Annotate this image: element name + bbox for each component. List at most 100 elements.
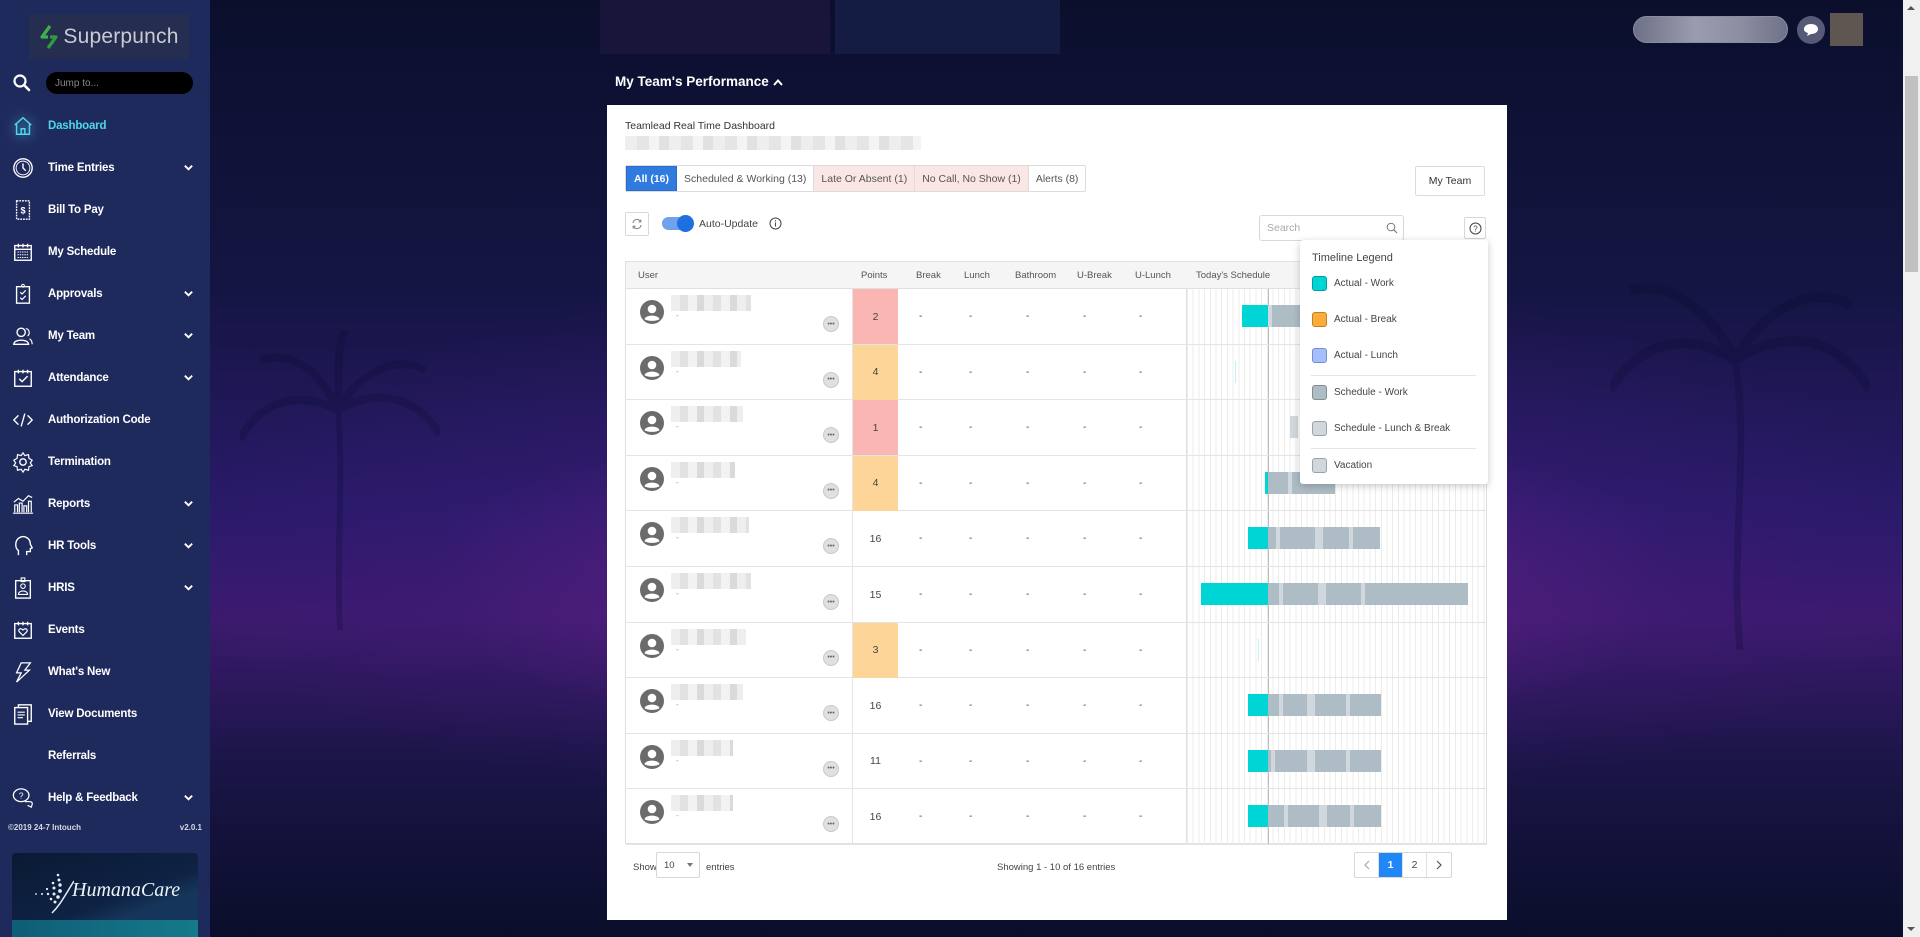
table-row[interactable]: - ••• 16 - - - - -: [626, 789, 1486, 845]
timeline-bar-sched-lb[interactable]: [1284, 805, 1288, 828]
tab-late-or-absent[interactable]: Late Or Absent (1): [814, 166, 916, 191]
chevron-down-icon[interactable]: [183, 372, 194, 383]
info-icon[interactable]: [769, 217, 782, 230]
timeline-bar-sched-work[interactable]: [1283, 694, 1307, 717]
timeline-bar-sched-work[interactable]: [1315, 749, 1346, 772]
user-avatar[interactable]: [1830, 13, 1863, 46]
scroll-up-arrow-icon[interactable]: [1907, 6, 1915, 10]
sidebar-item-dashboard[interactable]: Dashboard: [0, 105, 210, 147]
timeline-bar-sched-work[interactable]: [1350, 694, 1381, 717]
timeline-bar-sched-lb[interactable]: [1290, 416, 1298, 439]
sidebar-item-whats-new[interactable]: What's New: [0, 651, 210, 693]
timeline-bar-sched-work[interactable]: [1275, 749, 1307, 772]
search-icon[interactable]: [1386, 222, 1398, 234]
timeline-bar-sched-work[interactable]: [1365, 583, 1468, 605]
table-row[interactable]: - ••• 15 - - - - -: [626, 567, 1486, 623]
timeline-bar-sched-lb[interactable]: [1288, 471, 1292, 494]
user-name-redacted[interactable]: [671, 628, 746, 645]
auto-update-toggle[interactable]: [662, 215, 694, 232]
tab-all[interactable]: All (16): [626, 166, 678, 191]
sidebar-item-hr-tools[interactable]: HR Tools: [0, 525, 210, 567]
timeline-bar-sched-lb[interactable]: [1346, 749, 1350, 772]
timeline-bar-sched-work[interactable]: [1268, 694, 1279, 717]
timeline-bar-sched-lb[interactable]: [1361, 583, 1365, 605]
timeline-bar-sched-work[interactable]: [1354, 805, 1381, 828]
timeline-bar-work[interactable]: [1235, 360, 1236, 383]
sidebar-item-time-entries[interactable]: Time Entries: [0, 147, 210, 189]
promo-banner[interactable]: HumanaCare: [12, 853, 198, 937]
timeline-bar-sched-work[interactable]: [1323, 527, 1349, 550]
timeline-bar-sched-work[interactable]: [1268, 749, 1271, 772]
sidebar-item-authorization-code[interactable]: Authorization Code: [0, 399, 210, 441]
chat-button[interactable]: [1797, 16, 1825, 44]
sidebar-item-my-schedule[interactable]: My Schedule: [0, 231, 210, 273]
row-actions-button[interactable]: •••: [823, 371, 839, 388]
user-name-redacted[interactable]: [671, 295, 751, 311]
table-row[interactable]: - ••• 16 - - - - -: [626, 511, 1486, 567]
next-page-button[interactable]: [1427, 853, 1451, 877]
user-menu-pill[interactable]: [1633, 16, 1788, 43]
timeline-bar-sched-work[interactable]: [1268, 805, 1284, 828]
page-scrollbar[interactable]: [1903, 0, 1920, 937]
column-header-lunch[interactable]: Lunch: [964, 270, 990, 281]
user-name-redacted[interactable]: [671, 684, 743, 701]
table-row[interactable]: - ••• 11 - - - - -: [626, 733, 1486, 790]
user-name-redacted[interactable]: [671, 406, 743, 423]
row-actions-button[interactable]: •••: [823, 594, 839, 610]
timeline-bar-sched-work[interactable]: [1326, 583, 1361, 605]
row-actions-button[interactable]: •••: [823, 482, 839, 499]
sidebar-item-events[interactable]: Events: [0, 609, 210, 651]
chevron-down-icon[interactable]: [183, 288, 194, 299]
timeline-bar-sched-lb[interactable]: [1319, 805, 1327, 828]
timeline-bar-sched-lb[interactable]: [1307, 694, 1315, 717]
user-name-redacted[interactable]: [671, 739, 733, 756]
jump-to-input[interactable]: [46, 72, 193, 94]
page-1-button[interactable]: 1: [1379, 853, 1403, 877]
column-header-u-lunch[interactable]: U-Lunch: [1135, 270, 1171, 281]
column-header-break[interactable]: Break: [916, 270, 941, 281]
timeline-bar-sched-lb[interactable]: [1349, 527, 1353, 550]
page-2-button[interactable]: 2: [1403, 853, 1427, 877]
chevron-down-icon[interactable]: [183, 162, 194, 173]
previous-page-button[interactable]: [1355, 853, 1379, 877]
timeline-bar-sched-work[interactable]: [1350, 749, 1381, 772]
timeline-bar-sched-lb[interactable]: [1279, 694, 1283, 717]
timeline-bar-sched-work[interactable]: [1315, 694, 1346, 717]
row-actions-button[interactable]: •••: [823, 427, 839, 444]
app-logo[interactable]: Superpunch: [29, 14, 189, 59]
sidebar-item-attendance[interactable]: Attendance: [0, 357, 210, 399]
timeline-bar-work[interactable]: [1248, 805, 1268, 828]
timeline-bar-work[interactable]: [1201, 583, 1268, 605]
timeline-bar-sched-lb[interactable]: [1268, 305, 1272, 327]
timeline-bar-sched-lb[interactable]: [1279, 583, 1283, 605]
tab-alerts[interactable]: Alerts (8): [1035, 172, 1079, 185]
scroll-down-arrow-icon[interactable]: [1907, 927, 1915, 931]
user-name-redacted[interactable]: [671, 461, 735, 478]
timeline-legend-button[interactable]: ?: [1464, 217, 1486, 239]
row-actions-button[interactable]: •••: [823, 760, 839, 777]
sidebar-item-reports[interactable]: Reports: [0, 483, 210, 525]
chevron-down-icon[interactable]: [183, 582, 194, 593]
row-actions-button[interactable]: •••: [823, 816, 839, 833]
timeline-bar-work[interactable]: [1258, 638, 1259, 661]
sidebar-item-view-documents[interactable]: View Documents: [0, 693, 210, 735]
table-row[interactable]: - ••• 4 - - - - -: [626, 344, 1486, 401]
table-row[interactable]: - ••• 1 - - - - -: [626, 400, 1486, 456]
sidebar-item-approvals[interactable]: Approvals: [0, 273, 210, 315]
tab-scheduled-working[interactable]: Scheduled & Working (13): [677, 166, 815, 191]
timeline-bar-sched-lb[interactable]: [1350, 805, 1354, 828]
sidebar-item-help-feedback[interactable]: ? Help & Feedback: [0, 777, 210, 819]
timeline-bar-sched-work[interactable]: [1327, 805, 1350, 828]
table-row[interactable]: - ••• 16 - - - - -: [626, 678, 1486, 734]
column-header-user[interactable]: User: [638, 270, 659, 281]
timeline-bar-work[interactable]: [1242, 305, 1268, 327]
timeline-bar-sched-lb[interactable]: [1276, 527, 1280, 550]
search-icon[interactable]: [12, 73, 32, 93]
scrollbar-thumb[interactable]: [1905, 76, 1918, 272]
timeline-bar-sched-work[interactable]: [1268, 583, 1279, 605]
sidebar-item-referrals[interactable]: Referrals: [0, 735, 210, 777]
timeline-bar-sched-lb[interactable]: [1315, 527, 1323, 550]
timeline-bar-sched-lb[interactable]: [1318, 583, 1326, 605]
user-name-redacted[interactable]: [671, 573, 751, 589]
column-header-bathroom[interactable]: Bathroom: [1015, 270, 1057, 281]
